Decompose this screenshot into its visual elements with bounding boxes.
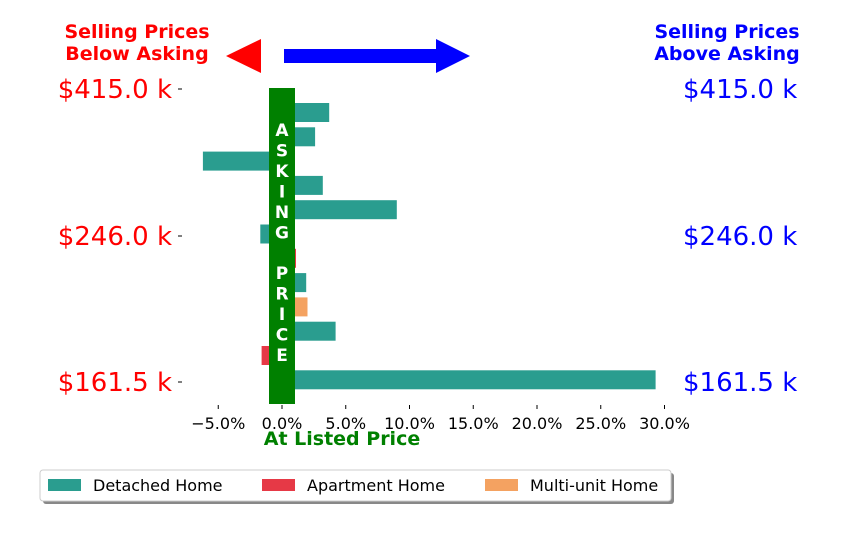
band-letter: N bbox=[275, 203, 289, 223]
legend-frame bbox=[39, 469, 672, 502]
y-tick-label-left: $161.5 k bbox=[58, 368, 172, 398]
legend-label: Detached Home bbox=[93, 476, 223, 495]
below-asking-label-line1: Selling Prices bbox=[64, 21, 209, 43]
x-tick-label: 30.0% bbox=[639, 414, 690, 433]
y-tick-label-left: $415.0 k bbox=[58, 75, 172, 105]
legend-label: Apartment Home bbox=[307, 476, 445, 495]
right-arrow-shaft bbox=[284, 49, 438, 63]
y-tick-label-left: $246.0 k bbox=[58, 222, 172, 252]
above-asking-label-line2: Above Asking bbox=[654, 43, 800, 65]
above-asking-label-line1: Selling Prices bbox=[654, 21, 799, 43]
left-arrow-icon bbox=[226, 39, 261, 73]
y-ticks-left: $415.0 k $246.0 k $161.5 k bbox=[58, 75, 182, 398]
band-letter: A bbox=[275, 121, 289, 141]
x-axis-label: At Listed Price bbox=[264, 428, 420, 450]
asking-price-band bbox=[269, 88, 295, 404]
bar bbox=[202, 151, 282, 171]
band-letter: P bbox=[276, 264, 288, 284]
band-letter: R bbox=[275, 285, 288, 305]
x-tick-label: 10.0% bbox=[384, 414, 435, 433]
x-tick-label: 20.0% bbox=[512, 414, 563, 433]
legend-label: Multi-unit Home bbox=[530, 476, 658, 495]
below-asking-label-line2: Below Asking bbox=[65, 43, 208, 65]
legend-swatch bbox=[48, 479, 81, 491]
x-tick-label: −5.0% bbox=[191, 414, 245, 433]
x-tick-label: 0.0% bbox=[262, 414, 303, 433]
y-ticks-right: $415.0 k $246.0 k $161.5 k bbox=[683, 75, 797, 398]
band-letter: I bbox=[279, 183, 285, 203]
x-tick-label: 15.0% bbox=[448, 414, 499, 433]
y-tick-label-right: $246.0 k bbox=[683, 222, 797, 252]
bar bbox=[282, 370, 656, 390]
right-arrow-icon bbox=[436, 39, 470, 73]
y-tick-label-right: $415.0 k bbox=[683, 75, 797, 105]
band-letter: I bbox=[279, 305, 285, 325]
bar bbox=[282, 200, 397, 220]
x-tick-label: 5.0% bbox=[325, 414, 366, 433]
legend-swatch bbox=[485, 479, 518, 491]
band-letter: C bbox=[276, 326, 288, 346]
x-tick-label: 25.0% bbox=[575, 414, 626, 433]
legend-swatch bbox=[262, 479, 295, 491]
band-letter: E bbox=[276, 346, 288, 366]
band-letter: S bbox=[276, 142, 288, 162]
band-letter: G bbox=[275, 224, 289, 244]
band-letter: K bbox=[275, 162, 289, 182]
bar bbox=[282, 321, 336, 341]
x-ticks: −5.0% 0.0% 5.0% 10.0% 15.0% 20.0% 25.0% 30.0% bbox=[191, 405, 690, 433]
y-tick-label-right: $161.5 k bbox=[683, 368, 797, 398]
legend: Detached Home Apartment Home Multi-unit Ho… bbox=[39, 469, 674, 504]
